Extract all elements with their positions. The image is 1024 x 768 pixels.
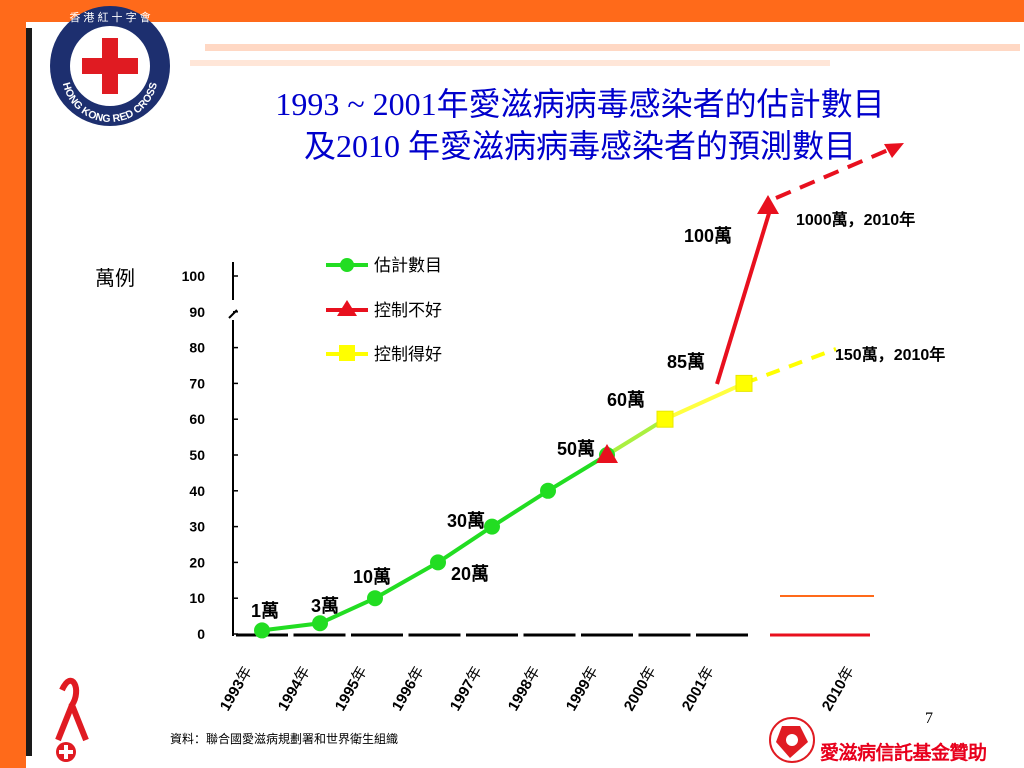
x-tick-label-2000: 2000年 [620,663,660,714]
series-line-good-projection [743,347,837,386]
x-tick-label-1998: 1998年 [504,663,544,714]
x-tick-label-1996: 1996年 [388,663,428,714]
y-tick-label: 10 [189,590,205,606]
data-label: 1萬 [251,601,279,621]
x-tick-label-1993: 1993年 [216,663,256,714]
x-tick-label: 1997年 [446,663,486,714]
legend-marker-circle [340,258,354,272]
data-label: 10萬 [353,567,391,587]
red-ribbon-icon [55,677,89,762]
marker-estimated [484,518,500,535]
x-tick-label-2001: 2001年 [678,663,718,714]
data-label: 20萬 [451,564,489,584]
data-label: 150萬，2010年 [835,345,945,364]
marker-poor [757,195,779,214]
x-tick-label-1997: 1997年 [446,663,486,714]
series-line-good [605,417,667,457]
x-tick-label-1994: 1994年 [274,663,314,714]
y-tick-label: 30 [189,519,205,535]
x-tick-label: 2001年 [678,663,718,714]
page-number: 7 [925,710,933,727]
data-label: 85萬 [667,352,705,372]
x-tick-label: 1999年 [562,663,602,714]
legend-label: 估計數目 [374,256,442,275]
x-tick-label-2010: 2010年 [818,663,858,714]
left-black-rule [26,28,32,756]
marker-good [656,410,674,428]
y-tick-label: 50 [189,447,205,463]
legend-marker-square [339,345,355,361]
top-orange-band [0,0,1024,22]
y-tick-label: 70 [189,375,205,391]
series-line-poor-projection [775,148,889,200]
decorative-line [205,44,1020,51]
data-label: 100萬 [684,226,732,246]
series-line-good [664,381,745,422]
arrowhead-icon [884,143,904,158]
logo-top-text: 香 港 紅 十 字 會 [69,10,150,24]
marker-good [735,374,753,392]
y-tick-label: 60 [189,411,205,427]
x-tick-label: 2010年 [818,663,858,714]
y-axis-label: 萬例 [95,267,135,290]
legend-label: 控制得好 [374,345,442,364]
red-cross-logo: 香 港 紅 十 字 會 HONG KONG RED CROSS [50,6,170,126]
marker-estimated [254,622,270,639]
x-tick-label-1995: 1995年 [331,663,371,714]
decorative-line [190,60,830,66]
y-tick-label: 100 [182,268,206,284]
marker-estimated [540,482,556,499]
y-axis: 0 10 20 30 40 50 60 70 80 90 100 萬例 [95,262,238,642]
x-tick-label: 2000年 [620,663,660,714]
y-tick-label: 0 [197,626,205,642]
footer-sponsor-text: 愛滋病信託基金贊助 [820,742,987,764]
marker-estimated [430,554,446,571]
aids-trust-fund-emblem [769,717,815,763]
y-tick-label: 80 [189,340,205,356]
x-tick-label: 1993年 [216,663,256,714]
y-tick-label: 20 [189,554,205,570]
series-layer [254,143,904,639]
x-tick-label: 1996年 [388,663,428,714]
x-tick-label-1999: 1999年 [562,663,602,714]
data-label: 3萬 [311,596,339,616]
slide-title-line2: 及2010 年愛滋病病毒感染者的預測數目 [303,128,856,164]
x-tick-label: 1994年 [274,663,314,714]
data-label: 30萬 [447,511,485,531]
data-label: 50萬 [557,439,595,459]
marker-poor [596,444,618,463]
legend-marker-triangle [337,300,357,316]
slide-title-line1: 1993 ~ 2001年愛滋病病毒感染者的估計數目 [275,86,885,122]
data-labels: 1萬 3萬 10萬 20萬 30萬 50萬 60萬 85萬 100萬 1000萬，2010年 150… [251,210,945,621]
y-tick-label: 90 [189,304,205,320]
left-orange-band [0,0,26,768]
legend-label: 控制不好 [374,301,442,320]
data-label: 1000萬，2010年 [796,210,915,229]
x-tick-label: 1998年 [504,663,544,714]
series-line-poor [715,209,772,385]
data-label: 60萬 [607,390,645,410]
y-tick-label: 40 [189,483,205,499]
marker-estimated [312,615,328,632]
marker-estimated [367,590,383,607]
x-tick-label: 1995年 [331,663,371,714]
source-note: 資料：聯合國愛滋病規劃署和世界衛生組織 [170,732,399,746]
